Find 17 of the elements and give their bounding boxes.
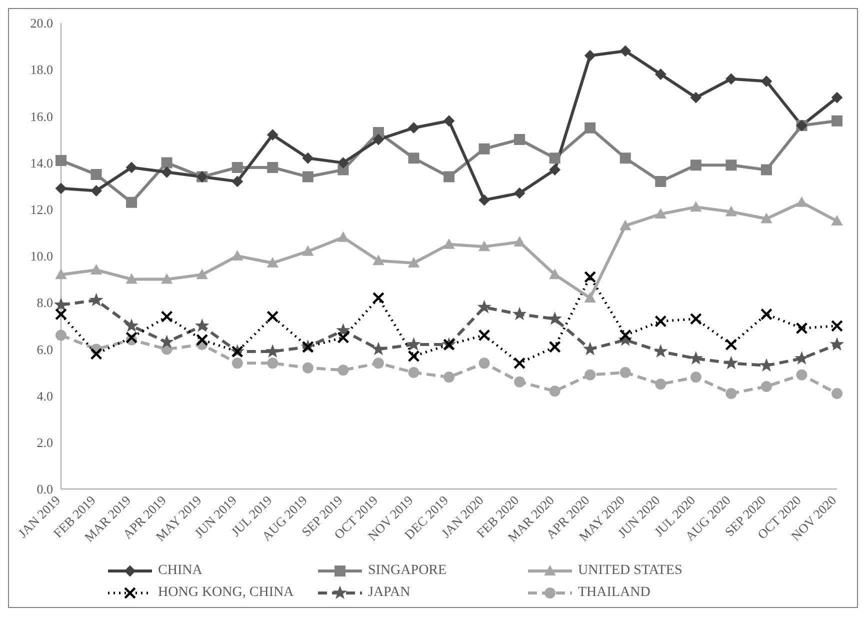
legend-label: THAILAND	[578, 585, 650, 601]
legend-label: CHINA	[158, 563, 202, 579]
legend-label: SINGAPORE	[368, 563, 447, 579]
legend-label: UNITED STATES	[578, 563, 682, 579]
y-tick-label: 2.0	[36, 435, 53, 450]
y-tick-label: 18.0	[30, 62, 53, 78]
legend-label: HONG KONG, CHINA	[158, 585, 294, 601]
y-tick-label: 16.0	[30, 108, 53, 124]
y-tick-label: 14.0	[30, 155, 53, 170]
y-tick-label: 8.0	[36, 295, 53, 310]
legend-label: JAPAN	[368, 585, 410, 601]
y-tick-label: 12.0	[30, 202, 53, 218]
y-tick-label: 0.0	[36, 482, 53, 497]
y-tick-label: 10.0	[30, 248, 53, 264]
y-tick-label: 20.0	[30, 16, 53, 31]
y-tick-label: 4.0	[36, 388, 53, 404]
y-tick-label: 6.0	[36, 342, 53, 357]
